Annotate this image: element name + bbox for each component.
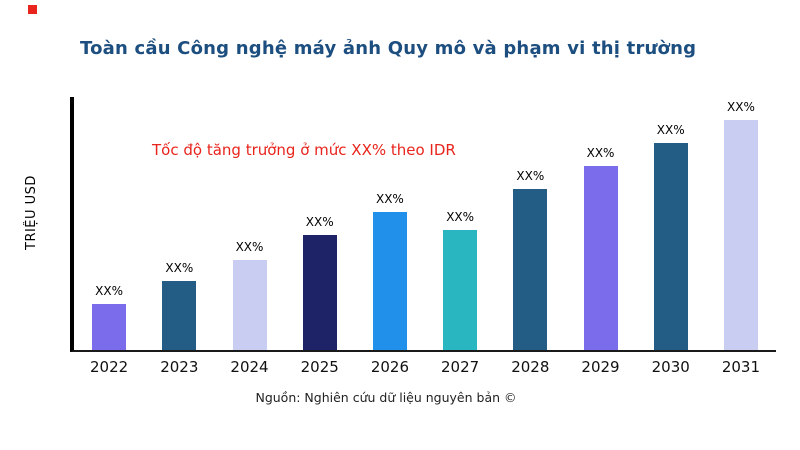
bar-2031 [723, 120, 758, 350]
bar-column-2027: XX% [425, 210, 495, 350]
bar-2029 [583, 166, 618, 350]
chart-title: Toàn cầu Công nghệ máy ảnh Quy mô và phạ… [80, 38, 697, 59]
source-note: Nguồn: Nghiên cứu dữ liệu nguyên bản © [255, 390, 517, 405]
red-marker [28, 5, 37, 14]
bar-value-label: XX% [235, 240, 264, 254]
x-tick-label-2030: 2030 [651, 358, 690, 376]
bar-column-2026: XX% [355, 192, 425, 350]
bar-value-label: XX% [95, 284, 124, 298]
bar-value-label: XX% [656, 123, 685, 137]
bar-value-label: XX% [446, 210, 475, 224]
x-tick-label-2022: 2022 [90, 358, 129, 376]
bar-2026 [372, 212, 407, 350]
x-tick-label-2027: 2027 [441, 358, 480, 376]
bar-value-label: XX% [586, 146, 615, 160]
bar-column-2024: XX% [214, 240, 284, 350]
bar-value-label: XX% [375, 192, 404, 206]
x-tick-label-2031: 2031 [721, 358, 761, 376]
bar-2028 [513, 189, 548, 350]
bar-2027 [443, 230, 478, 350]
bar-2024 [232, 260, 267, 350]
bar-value-label: XX% [305, 215, 334, 229]
x-axis-labels: 2022 2023 2024 2025 2026 2027 2028 2029 2030 2031 [74, 358, 776, 376]
bar-column-2028: XX% [495, 169, 565, 350]
x-tick-label-2028: 2028 [511, 358, 550, 376]
x-tick-label-2026: 2026 [370, 358, 409, 376]
x-tick-label-2029: 2029 [581, 358, 620, 376]
bar-column-2022: XX% [74, 284, 144, 350]
bar-column-2023: XX% [144, 261, 214, 350]
x-tick-label-2023: 2023 [160, 358, 199, 376]
bar-column-2031: XX% [706, 100, 776, 350]
bar-2023 [162, 281, 197, 350]
bars-container: XX% XX% XX% XX% XX% XX% XX% XX% XX% XX% [74, 97, 776, 350]
growth-rate-annotation: Tốc độ tăng trưởng ở mức XX% theo IDR [152, 141, 456, 159]
y-axis-title: TRIỆU USD [24, 175, 39, 250]
bar-2022 [92, 304, 127, 350]
bar-column-2025: XX% [285, 215, 355, 350]
bar-value-label: XX% [516, 169, 545, 183]
x-tick-label-2024: 2024 [230, 358, 269, 376]
bar-value-label: XX% [727, 100, 755, 114]
x-tick-label-2025: 2025 [300, 358, 339, 376]
bar-2025 [302, 235, 337, 350]
bar-value-label: XX% [165, 261, 194, 275]
bar-2030 [653, 143, 688, 350]
bar-column-2029: XX% [565, 146, 635, 350]
bar-column-2030: XX% [636, 123, 706, 350]
plot-area: Tốc độ tăng trưởng ở mức XX% theo IDR XX… [70, 97, 776, 352]
